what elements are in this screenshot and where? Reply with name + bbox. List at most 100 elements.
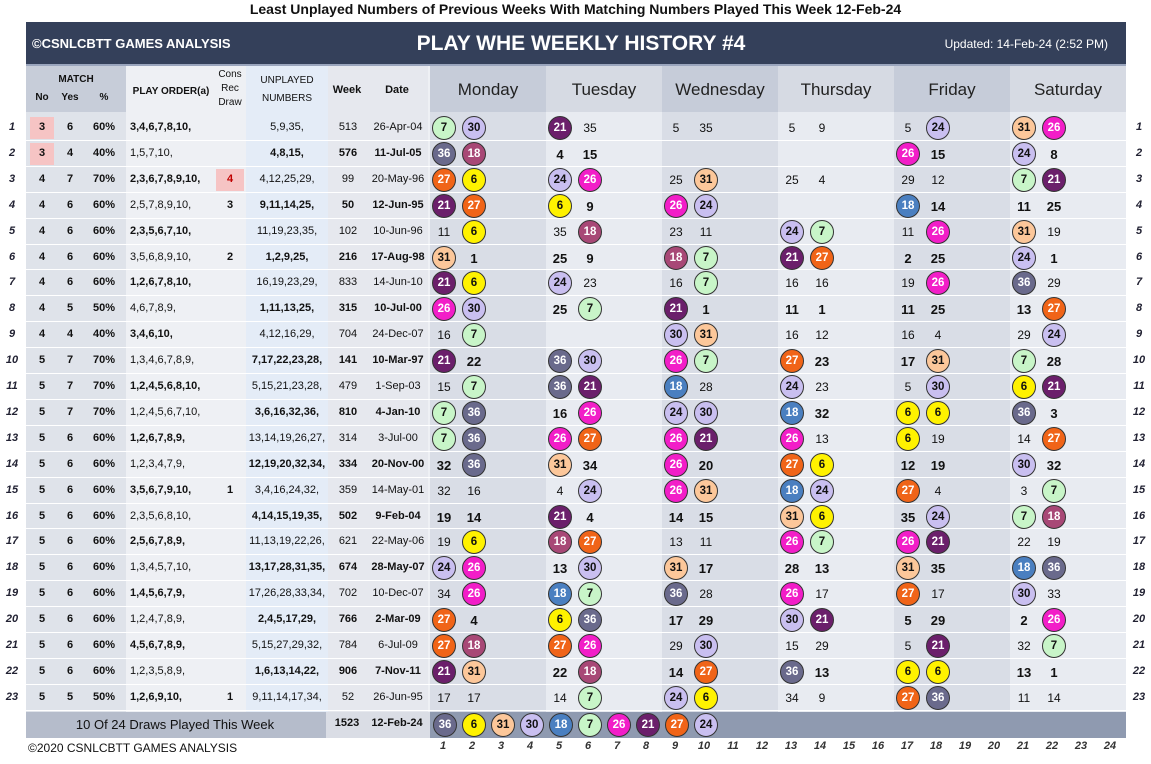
draw-ball: 25 <box>552 250 568 266</box>
play-order: 2,3,5,6,7,10, <box>130 224 192 237</box>
row-number: 22 <box>5 664 19 677</box>
draw-ball: 21 <box>926 634 950 658</box>
draw-date: 10-Jul-00 <box>374 302 422 315</box>
unplayed-column-bg <box>246 66 328 712</box>
cons-rec-draw: 1 <box>226 690 234 703</box>
play-order: 1,4,5,6,7,9, <box>130 587 186 600</box>
draw-ball: 21 <box>664 297 688 322</box>
unplayed-numbers: 11,19,23,35, <box>256 224 318 237</box>
draw-ball: 30 <box>694 634 718 658</box>
draw-number-label: 16 <box>871 740 885 752</box>
draw-ball: 31 <box>694 478 718 503</box>
draw-ball: 18 <box>548 530 572 555</box>
draw-ball: 19 <box>437 535 451 550</box>
draw-ball: 36 <box>548 349 572 374</box>
week-number: 50 <box>341 198 355 211</box>
match-no: 4 <box>38 224 46 237</box>
draw-ball: 35 <box>900 509 916 525</box>
match-no: 5 <box>38 690 46 703</box>
play-order: 4,6,7,8,9, <box>130 302 176 315</box>
day-header-monday: Monday <box>457 80 519 99</box>
match-pct: 60% <box>92 198 116 211</box>
draw-date: 11-Jul-05 <box>374 146 422 159</box>
play-order: 1,2,4,5,6,7,10, <box>130 405 201 418</box>
day-header-bg-4 <box>894 66 1010 112</box>
play-order: 3,4,6,7,8,10, <box>130 121 192 133</box>
draw-ball: 13 <box>814 664 830 680</box>
draw-ball: 35 <box>930 561 946 577</box>
row-number: 2 <box>8 146 16 159</box>
draw-ball: 36 <box>462 452 486 477</box>
draw-date: 7-Nov-11 <box>375 664 421 677</box>
played-ball: 26 <box>607 713 631 737</box>
draw-ball: 27 <box>896 685 920 710</box>
draw-ball: 31 <box>694 167 718 192</box>
draw-number-label: 17 <box>900 740 914 752</box>
cons-rec-draw: 1 <box>226 483 234 496</box>
day-header-saturday: Saturday <box>1033 80 1103 99</box>
match-yes: 6 <box>66 224 74 237</box>
draw-ball: 18 <box>896 193 920 218</box>
row-number-right: 19 <box>1132 587 1146 600</box>
draw-ball: 3 <box>1050 405 1058 421</box>
draw-ball: 29 <box>1047 276 1061 291</box>
row-number: 23 <box>5 690 19 703</box>
unplayed-numbers: 11,13,19,22,26, <box>249 535 325 548</box>
draw-ball: 19 <box>931 431 945 446</box>
draw-ball: 32 <box>1046 457 1062 473</box>
day-header-friday: Friday <box>928 80 976 99</box>
row-divider <box>26 632 1126 633</box>
draw-ball: 13 <box>552 561 568 577</box>
draw-ball: 27 <box>578 530 602 555</box>
draw-ball: 25 <box>669 172 683 187</box>
draw-number-label: 7 <box>613 740 621 752</box>
draw-ball: 6 <box>548 193 572 218</box>
draw-ball: 31 <box>462 659 486 684</box>
week-number: 674 <box>338 561 358 574</box>
draw-ball: 4 <box>818 172 826 187</box>
match-yes: 6 <box>66 121 74 133</box>
row-divider <box>26 217 1126 219</box>
draw-ball: 34 <box>437 587 451 602</box>
draw-ball: 36 <box>548 375 572 399</box>
draw-ball: 29 <box>669 639 683 653</box>
draw-ball: 21 <box>694 426 718 451</box>
draw-ball: 26 <box>664 193 688 218</box>
draw-number-label: 14 <box>813 740 827 752</box>
row-divider <box>26 528 1126 530</box>
draw-ball: 31 <box>1012 219 1036 244</box>
unplayed-header-1: UNPLAYED <box>260 75 314 86</box>
draw-ball: 29 <box>1017 328 1031 343</box>
draw-ball: 19 <box>901 276 915 291</box>
match-pct: 60% <box>92 483 116 496</box>
played-ball: 7 <box>578 713 602 737</box>
draw-ball: 25 <box>1046 198 1062 214</box>
draw-ball: 5 <box>672 121 680 135</box>
match-yes: 6 <box>66 198 74 211</box>
draw-ball: 33 <box>1047 587 1061 602</box>
draw-ball: 7 <box>810 219 834 244</box>
unplayed-header-2: NUMBERS <box>261 93 312 104</box>
draw-ball: 7 <box>578 297 602 322</box>
draw-ball: 28 <box>699 380 713 394</box>
draw-ball: 9 <box>818 121 826 135</box>
draw-ball: 30 <box>1012 452 1036 477</box>
match-no: 4 <box>38 276 46 289</box>
draw-ball: 26 <box>578 400 602 425</box>
draw-ball: 27 <box>432 167 456 192</box>
match-header: MATCH <box>58 74 94 85</box>
draw-ball: 7 <box>1012 349 1036 374</box>
draw-ball: 32 <box>437 483 451 498</box>
draw-ball: 16 <box>785 328 799 343</box>
row-number-right: 4 <box>1135 198 1143 211</box>
draw-ball: 6 <box>462 219 486 244</box>
match-no: 5 <box>38 431 46 444</box>
match-pct: 60% <box>92 457 116 470</box>
draw-ball: 16 <box>467 483 481 498</box>
draw-ball: 30 <box>780 608 804 633</box>
draw-ball: 26 <box>664 452 688 477</box>
draw-ball: 21 <box>432 193 456 218</box>
row-divider <box>26 450 1126 452</box>
match-yes: 4 <box>66 328 74 341</box>
draw-number-label: 24 <box>1103 740 1117 752</box>
